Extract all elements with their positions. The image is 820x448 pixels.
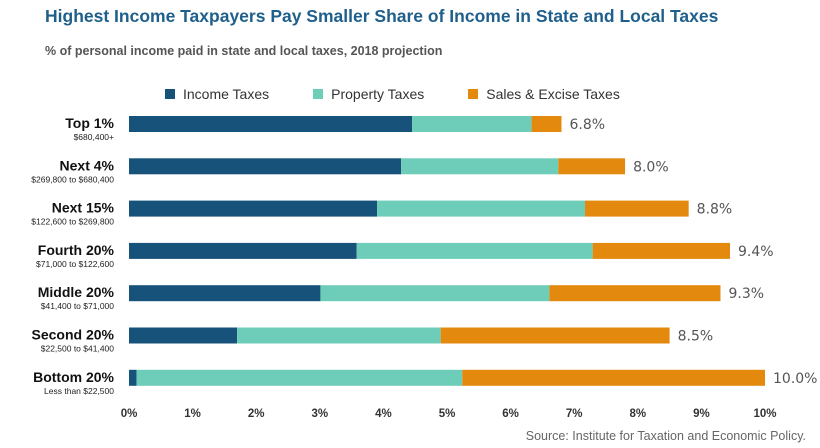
chart-subtitle: % of personal income paid in state and l…: [45, 44, 443, 58]
bar-fourth-20-property-taxes: [356, 242, 593, 259]
category-label-next-4: Next 4%: [60, 157, 115, 173]
bar-next-4-income-taxes: [129, 158, 402, 175]
bar-middle-20-income-taxes: [129, 285, 321, 302]
legend-swatch-sales-excise-taxes: [468, 89, 479, 99]
x-tick-label: 6%: [502, 408, 519, 420]
category-sublabel-next-15: $122,600 to $269,800: [31, 217, 114, 227]
total-label-second-20: 8.5%: [678, 329, 714, 345]
bar-second-20-income-taxes: [129, 327, 238, 344]
bar-fourth-20-sales-excise-taxes: [592, 242, 731, 259]
legend-swatch-property-taxes: [313, 89, 324, 99]
total-label-next-15: 8.8%: [697, 202, 733, 218]
category-label-middle-20: Middle 20%: [38, 284, 115, 300]
category-sublabel-top-1: $680,400+: [74, 132, 114, 142]
category-sublabel-fourth-20: $71,000 to $122,600: [36, 259, 114, 269]
x-tick-label: 7%: [566, 408, 583, 420]
x-tick-label: 2%: [248, 408, 265, 420]
bar-next-15-income-taxes: [129, 200, 378, 217]
total-label-top-1: 6.8%: [569, 117, 605, 133]
bar-bottom-20-sales-excise-taxes: [462, 369, 765, 386]
bar-top-1-income-taxes: [129, 116, 413, 132]
legend-item-sales-excise-taxes: Sales & Excise Taxes: [468, 86, 620, 102]
x-tick-label: 9%: [693, 408, 710, 420]
legend: Income Taxes Property Taxes Sales & Exci…: [165, 86, 620, 102]
category-sublabel-next-4: $269,800 to $680,400: [31, 174, 114, 184]
bar-fourth-20-income-taxes: [129, 242, 357, 259]
source-note: Source: Institute for Taxation and Econo…: [525, 429, 806, 443]
x-tick-label: 10%: [753, 408, 776, 420]
total-label-bottom-20: 10.0%: [773, 371, 817, 387]
category-sublabel-middle-20: $41,400 to $71,000: [41, 301, 115, 311]
category-label-fourth-20: Fourth 20%: [38, 242, 115, 258]
bar-second-20-sales-excise-taxes: [440, 327, 670, 344]
total-label-next-4: 8.0%: [633, 159, 669, 175]
total-label-middle-20: 9.3%: [728, 286, 764, 302]
bar-second-20-property-taxes: [237, 327, 441, 344]
bar-next-15-sales-excise-taxes: [585, 200, 689, 217]
x-tick-label: 5%: [439, 408, 456, 420]
category-sublabel-bottom-20: Less than $22,500: [44, 386, 114, 396]
legend-label-sales-excise-taxes: Sales & Excise Taxes: [486, 86, 620, 102]
category-sublabel-second-20: $22,500 to $41,400: [41, 344, 115, 354]
legend-item-property-taxes: Property Taxes: [313, 86, 424, 102]
legend-label-income-taxes: Income Taxes: [183, 86, 270, 102]
bar-top-1-sales-excise-taxes: [531, 116, 562, 132]
bar-bottom-20-property-taxes: [136, 369, 463, 386]
category-label-next-15: Next 15%: [52, 200, 115, 216]
bar-top-1-property-taxes: [412, 116, 532, 132]
chart-title: Highest Income Taxpayers Pay Smaller Sha…: [45, 6, 719, 26]
category-label-second-20: Second 20%: [32, 327, 115, 343]
category-label-top-1: Top 1%: [65, 115, 114, 131]
bar-middle-20-sales-excise-taxes: [549, 285, 721, 302]
bar-next-4-sales-excise-taxes: [558, 158, 626, 175]
legend-item-income-taxes: Income Taxes: [165, 86, 269, 102]
x-tick-label: 0%: [121, 408, 138, 420]
x-tick-label: 8%: [629, 408, 646, 420]
legend-swatch-income-taxes: [165, 89, 175, 99]
bar-bottom-20-income-taxes: [129, 369, 137, 386]
bar-next-4-property-taxes: [401, 158, 559, 175]
legend-label-property-taxes: Property Taxes: [331, 86, 425, 102]
bar-next-15-property-taxes: [377, 200, 586, 217]
x-tick-label: 3%: [311, 408, 328, 420]
x-tick-label: 1%: [184, 408, 201, 420]
total-label-fourth-20: 9.4%: [738, 244, 774, 260]
category-label-bottom-20: Bottom 20%: [33, 369, 114, 385]
bar-middle-20-property-taxes: [320, 285, 550, 302]
x-tick-label: 4%: [375, 408, 392, 420]
